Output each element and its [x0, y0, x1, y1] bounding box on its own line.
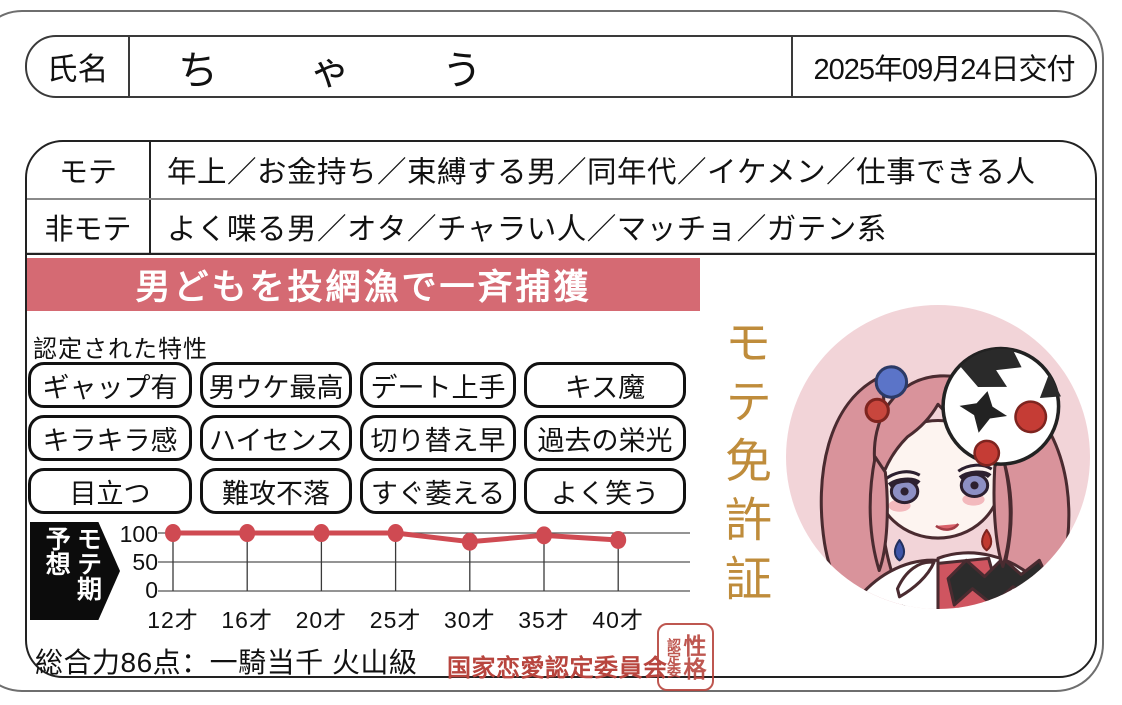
x-tick-label: 40才: [592, 607, 644, 633]
catchphrase-banner: 男どもを投網漁で一斉捕獲: [27, 258, 700, 311]
y-tick-label: 0: [145, 577, 158, 603]
card-outer-border: [0, 10, 1104, 692]
chart-title-col-right: モテ期: [73, 526, 102, 601]
avatar: [786, 305, 1090, 609]
trait-badge: 切り替え早: [360, 415, 516, 461]
total-score-text: 総合力86点：一騎当千 火山級: [35, 647, 418, 678]
trait-badge: すぐ萎える: [360, 468, 516, 514]
chart-title-arrow: モテ期 予想: [30, 522, 120, 620]
trait-badge: デート上手: [360, 362, 516, 408]
x-tick-label: 16才: [221, 607, 273, 633]
stamp-text-left: 認定委: [666, 637, 682, 677]
himote-value: よく喋る男／オタ／チャラい人／マッチョ／ガテン系: [167, 212, 887, 246]
traits-section-label: 認定された特性: [33, 336, 208, 363]
trait-badge: 目立つ: [28, 468, 192, 514]
name-value: ちゃう: [178, 48, 574, 93]
trait-badge: ハイセンス: [200, 415, 352, 461]
x-tick-label: 35才: [518, 607, 570, 633]
issue-date: 2025年09月24日交付: [791, 37, 1095, 96]
trait-badge: 過去の栄光: [524, 415, 686, 461]
profile-divider: [27, 253, 1095, 255]
certification-stamp: 認定委 性格: [657, 623, 714, 691]
mote-period-line-chart: [158, 524, 690, 592]
x-tick-label: 20才: [295, 607, 348, 633]
trait-badge: キラキラ感: [28, 415, 192, 461]
license-title-vertical: モテ免許証: [718, 318, 771, 613]
trait-badge: 男ウケ最高: [200, 362, 352, 408]
mote-row: モテ 年上／お金持ち／束縛する男／同年代／イケメン／仕事できる人: [27, 142, 1095, 198]
himote-label: 非モテ: [27, 200, 151, 253]
y-tick-label: 50: [132, 549, 158, 575]
x-tick-label: 25才: [369, 607, 422, 633]
name-label: 氏名: [27, 37, 130, 96]
trait-badge: ギャップ有: [28, 362, 192, 408]
mote-value: 年上／お金持ち／束縛する男／同年代／イケメン／仕事できる人: [167, 156, 1036, 189]
x-tick-label: 12才: [147, 607, 199, 633]
stamp-text-right: 性格: [680, 634, 706, 680]
trait-badge: よく笑う: [524, 468, 686, 514]
x-tick-label: 30才: [444, 607, 496, 633]
avatar-illustration: [786, 305, 1090, 609]
committee-name: 国家恋愛認定委員会: [447, 655, 668, 682]
trait-badge: 難攻不落: [200, 468, 352, 514]
trait-badge: キス魔: [524, 362, 686, 408]
name-header-box: 氏名 ちゃう 2025年09月24日交付: [25, 35, 1097, 98]
mote-label: モテ: [27, 142, 151, 198]
trait-badge-grid: ギャップ有 男ウケ最高 デート上手 キス魔 キラキラ感 ハイセンス 切り替え早 …: [28, 362, 686, 514]
y-tick-label: 100: [119, 521, 158, 547]
chart-title-col-left: 予想: [42, 526, 71, 576]
himote-row: 非モテ よく喋る男／オタ／チャラい人／マッチョ／ガテン系: [27, 198, 1095, 253]
